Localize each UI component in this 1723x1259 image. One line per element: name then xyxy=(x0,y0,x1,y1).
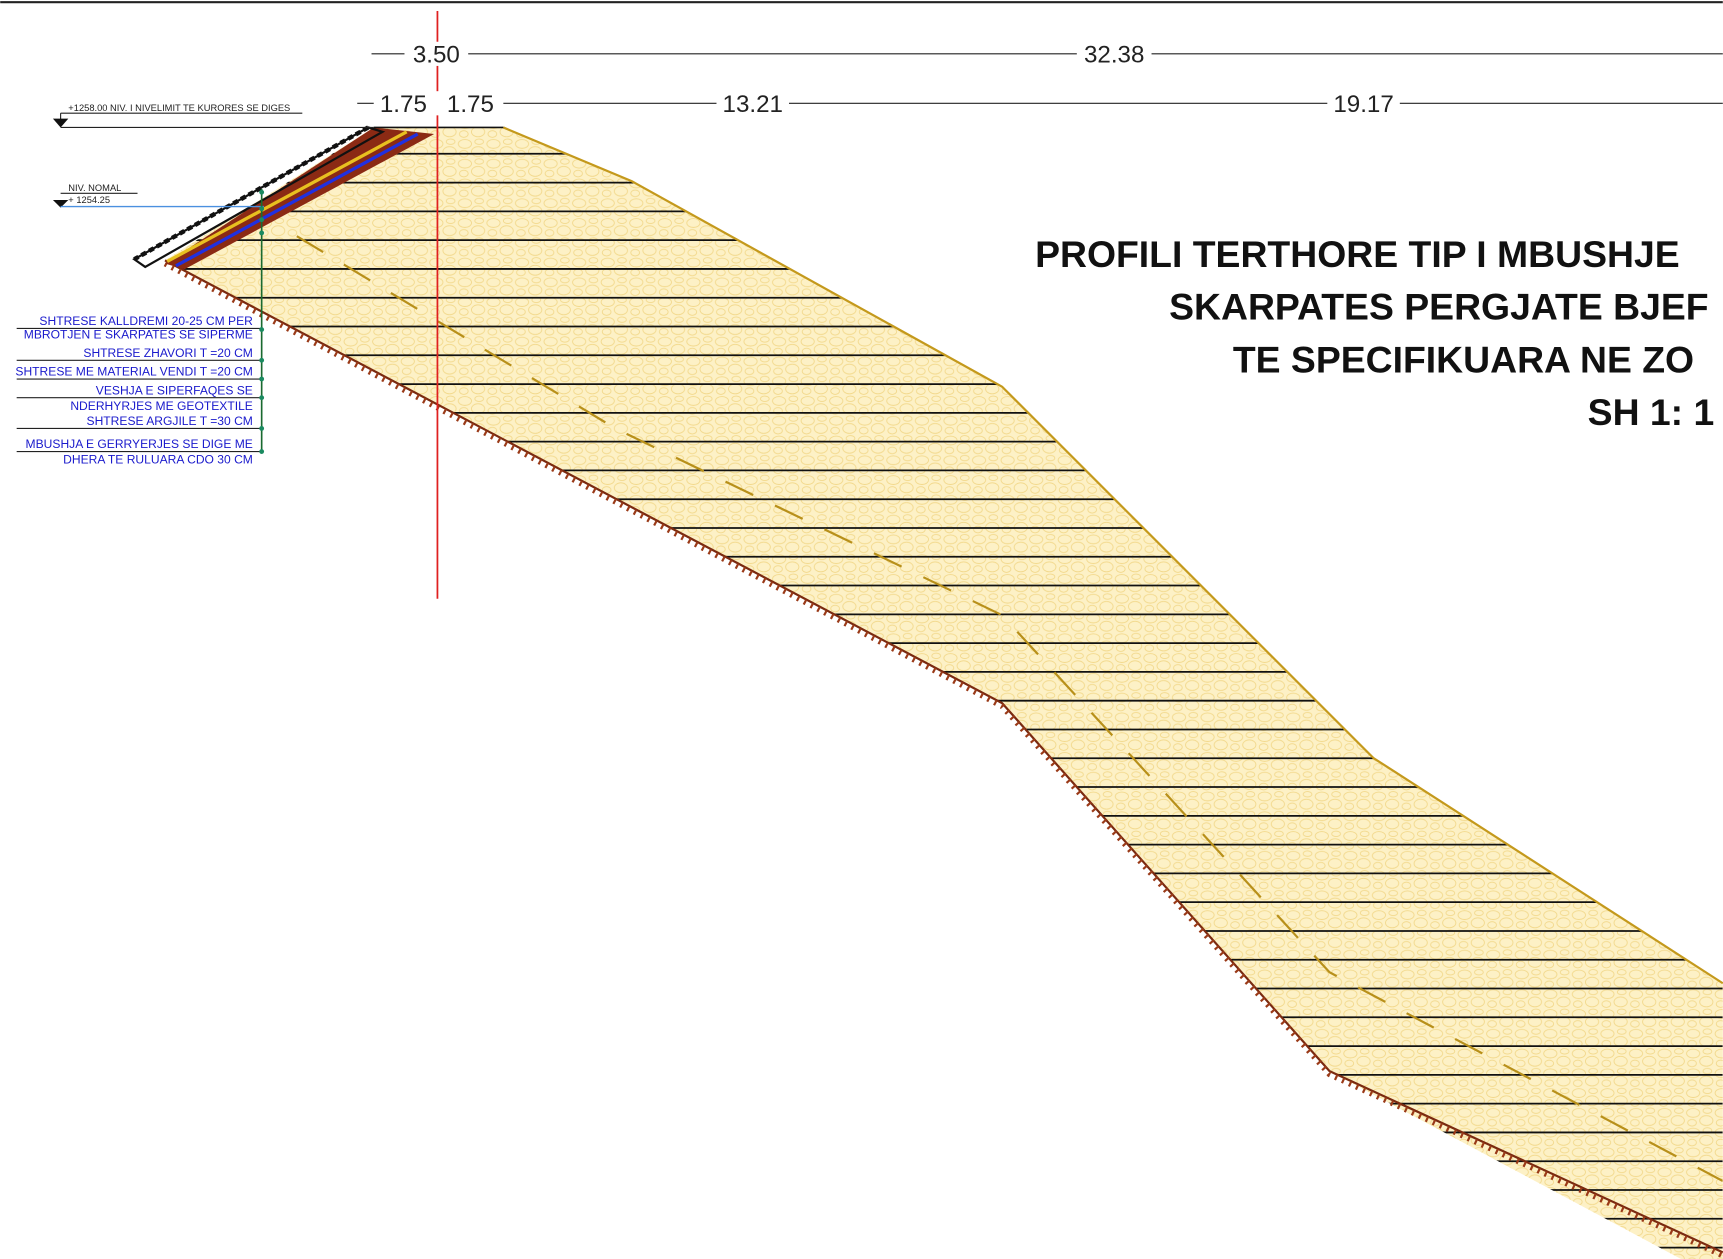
leader-dot xyxy=(259,395,265,401)
dimension-lines xyxy=(357,53,1723,104)
level-label: NIV. NOMAL xyxy=(68,183,121,193)
dimension: 32.38 xyxy=(1084,42,1144,69)
layer-label: MBROTJEN E SKARPATES SE SIPERME xyxy=(24,327,253,341)
leader-dot xyxy=(259,189,265,195)
leader-dot xyxy=(259,206,265,212)
level-marks: +1258.00 NIV. I NIVELIMIT TE KURORES SE … xyxy=(52,103,374,208)
leader-dot xyxy=(259,217,265,223)
leader-dot xyxy=(259,230,265,236)
dimension: 3.50 xyxy=(413,42,460,69)
layer-label: SHTRESE KALLDREMI 20-25 CM PER xyxy=(39,314,253,328)
layer-label: SHTRESE ZHAVORI T =20 CM xyxy=(83,346,252,360)
level-label: +1258.00 NIV. I NIVELIMIT TE KURORES SE … xyxy=(68,103,290,113)
leader-dot xyxy=(259,376,265,382)
leader-dot xyxy=(259,327,265,332)
leader-dot xyxy=(259,449,265,454)
title-line: TE SPECIFIKUARA NE ZO xyxy=(1233,338,1694,380)
title-line: SH 1: 1 xyxy=(1588,391,1715,433)
leader-dot xyxy=(259,357,265,363)
title-line: PROFILI TERTHORE TIP I MBUSHJE xyxy=(1035,233,1680,275)
title-line: SKARPATES PERGJATE BJEF xyxy=(1169,286,1709,328)
dimension: 1.75 xyxy=(447,91,494,118)
dimension: 13.21 xyxy=(723,91,783,118)
level-label: + 1254.25 xyxy=(68,195,110,205)
dimension: 1.75 xyxy=(380,91,427,118)
layer-label: SHTRESE ARGJILE T =30 CM xyxy=(87,414,253,428)
dimension-labels: 3.50 32.38 1.75 1.75 13.21 19.17 xyxy=(373,42,1400,118)
dimension: 19.17 xyxy=(1333,91,1393,118)
leader-dot xyxy=(259,426,265,431)
layer-label: MBUSHJA E GERRYERJES SE DIGE ME xyxy=(26,437,253,451)
layer-label: SHTRESE ME MATERIAL VENDI T =20 CM xyxy=(15,365,252,379)
layer-label: VESHJA E SIPERFAQES SE xyxy=(96,383,253,397)
layer-label: NDERHYRJES ME GEOTEXTILE xyxy=(70,399,253,413)
slope-protection xyxy=(132,125,504,270)
title: PROFILI TERTHORE TIP I MBUSHJE SKARPATES… xyxy=(1035,233,1714,433)
layer-label: DHERA TE RULUARA CDO 30 CM xyxy=(63,453,253,467)
